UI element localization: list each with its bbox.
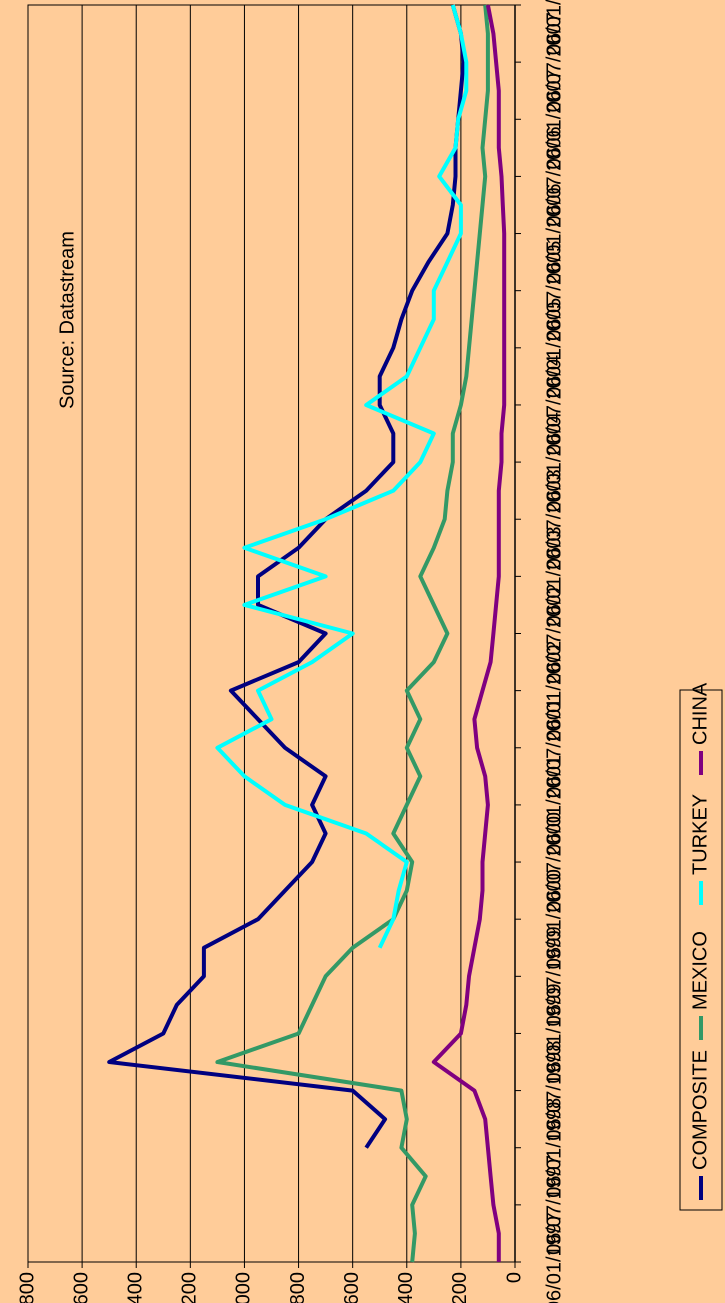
x-tick-label: 06/07/2002 (543, 583, 565, 683)
y-tick-label: 1400 (125, 1272, 147, 1303)
x-tick-label: 06/01/1999 (543, 983, 565, 1083)
x-tick-label: 06/07/1999 (543, 926, 565, 1026)
x-tick-label: 06/07/2000 (543, 812, 565, 912)
y-tick-label: 400 (395, 1272, 417, 1303)
y-tick-label: 0 (503, 1272, 525, 1283)
legend-label: CHINA (689, 682, 711, 745)
x-tick-label: 06/01/2005 (543, 298, 565, 398)
y-tick-label: 1200 (179, 1272, 201, 1303)
x-tick-label: 06/01/2006 (543, 183, 565, 283)
y-tick-label: 600 (341, 1272, 363, 1303)
x-tick-label: 06/07/2005 (543, 241, 565, 341)
series-line (215, 4, 490, 1263)
x-tick-label: 06/01/1997 (543, 1212, 565, 1303)
x-tick-label: 06/01/2001 (543, 755, 565, 855)
x-tick-label: 06/07/2003 (543, 469, 565, 569)
x-tick-label: 06/07/2006 (543, 126, 565, 226)
legend-label: MEXICO (689, 931, 711, 1010)
y-tick-label: 1000 (233, 1272, 255, 1303)
chart-title: Source: Datastream (56, 231, 78, 409)
y-tick-label: 1800 (16, 1272, 38, 1303)
x-tick-label: 06/07/1997 (543, 1155, 565, 1255)
x-tick-label: 06/01/2003 (543, 526, 565, 626)
legend-label: COMPOSITE (689, 1050, 711, 1170)
x-tick-label: 06/01/2002 (543, 641, 565, 741)
y-tick-label: 1600 (70, 1272, 92, 1303)
series-line (215, 4, 469, 949)
legend-box (679, 689, 723, 1211)
x-tick-label: 06/07/2004 (543, 355, 565, 455)
y-tick-label: 200 (449, 1272, 471, 1303)
x-tick-label: 06/07/2001 (543, 698, 565, 798)
x-tick-label: 06/01/2008 (543, 0, 565, 55)
x-tick-label: 06/01/1998 (543, 1098, 565, 1198)
series-line (431, 4, 507, 1262)
x-tick-label: 06/01/2004 (543, 412, 565, 512)
x-tick-label: 06/01/2000 (543, 869, 565, 969)
plot-area (27, 4, 516, 1263)
legend-label: TURKEY (689, 794, 711, 875)
y-tick-label: 800 (287, 1272, 309, 1303)
x-tick-label: 06/01/2007 (543, 69, 565, 169)
x-tick-label: 06/07/1998 (543, 1041, 565, 1141)
x-tick-label: 06/07/2007 (543, 12, 565, 112)
